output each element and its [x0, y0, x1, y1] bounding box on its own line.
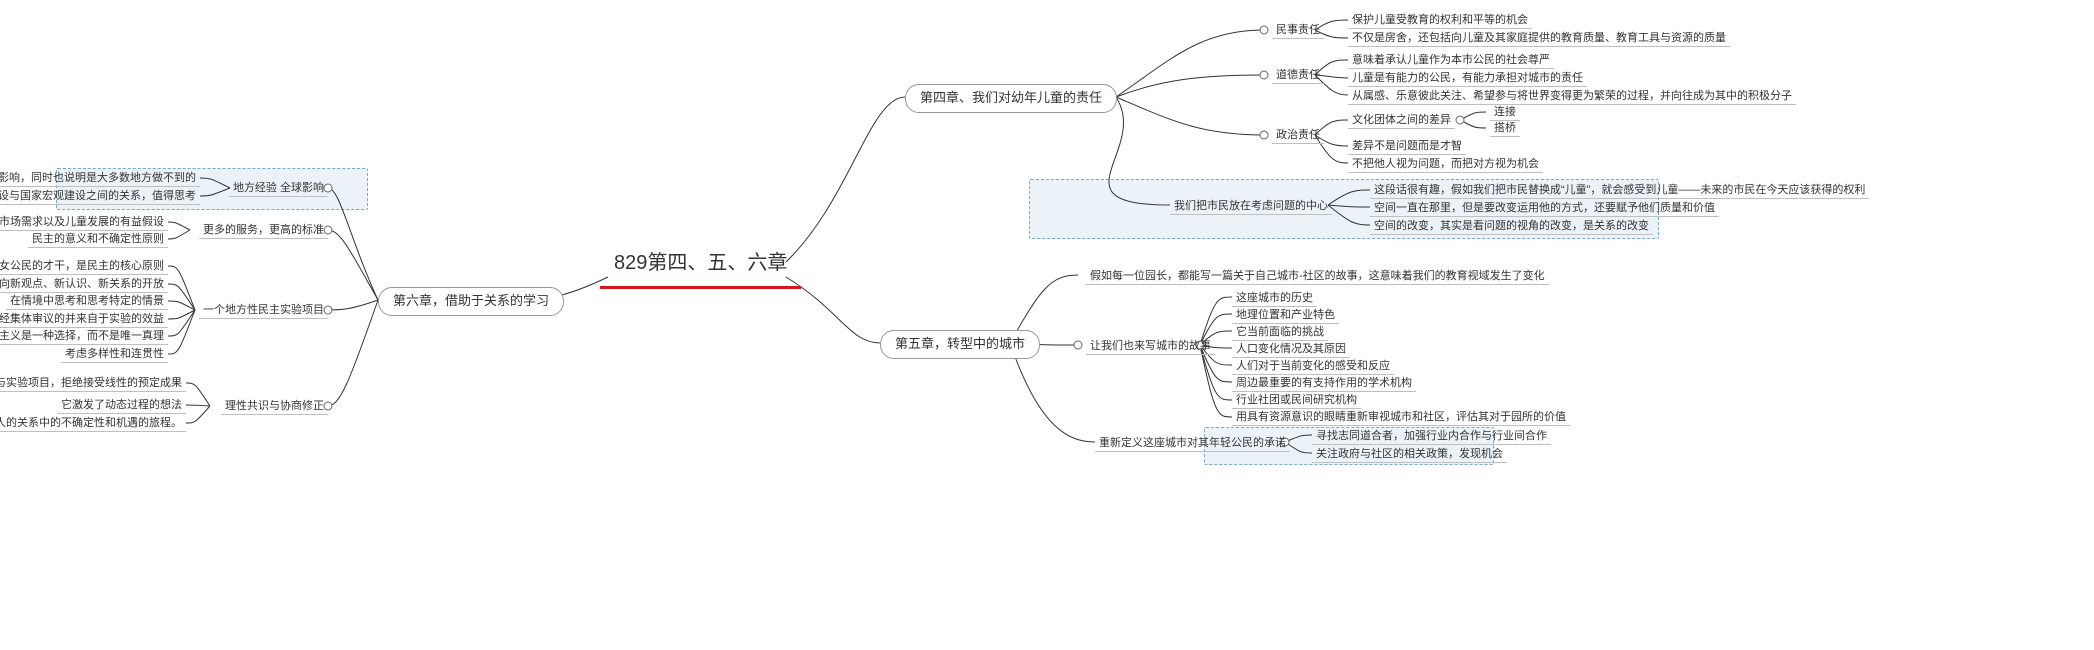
ch6-exp-d: 民主经验主义是非常特殊的实验形式，经集体审议的并来自于实验的效益 — [0, 311, 168, 328]
ch4-political[interactable]: 政治责任 — [1272, 127, 1324, 144]
ch4-civil[interactable]: 民事责任 — [1272, 22, 1324, 39]
ch6-rat-b: 它激发了动态过程的想法 — [57, 397, 186, 414]
ch6-std-b: 民主的意义和不确定性原则 — [28, 231, 168, 248]
ch5-story[interactable]: 让我们也来写城市的故事 — [1086, 338, 1215, 355]
chapter-5[interactable]: 第五章，转型中的城市 — [880, 330, 1040, 359]
ch6-lg-b: 地方政府微观建设与国家宏观建设之间的关系，值得思考 — [0, 188, 200, 205]
ch6-rational[interactable]: 理性共识与协商修正 — [221, 398, 328, 415]
ch4-political-diff-b: 搭桥 — [1490, 120, 1520, 137]
ch5-story-7: 用具有资源意识的眼睛重新审视城市和社区，评估其对于园所的价值 — [1232, 409, 1570, 426]
ch4-center[interactable]: 我们把市民放在考虑问题的中心 — [1170, 198, 1332, 215]
ch5-story-5: 周边最重要的有支持作用的学术机构 — [1232, 375, 1416, 392]
ch4-center-c: 空间的改变，其实是看问题的视角的改变，是关系的改变 — [1370, 218, 1653, 235]
ch5-story-4: 人们对于当前变化的感受和反应 — [1232, 358, 1394, 375]
ch4-moral-c: 从属感、乐意彼此关注、希望参与将世界变得更为繁荣的过程，并向往成为其中的积极分子 — [1348, 88, 1796, 105]
ch6-lg-a: 造成广泛影响，同时也说明是大多数地方做不到的 — [0, 170, 200, 187]
ch6-exp-b: 无论手段还是结构，都不是固定不变的，而是向新观点、新认识、新关系的开放 — [0, 276, 168, 293]
ch4-civil-a: 保护儿童受教育的权利和平等的机会 — [1348, 12, 1532, 29]
ch6-std-a: 劳动力市场需求以及儿童发展的有益假设 — [0, 214, 168, 231]
ch4-center-a: 这段话很有趣，假如我们把市民替换成“儿童”，就会感受到儿童——未来的市民在今天应… — [1370, 182, 1869, 199]
ch5-story-0: 这座城市的历史 — [1232, 290, 1317, 307]
ch4-moral-a: 意味着承认儿童作为本市公民的社会尊严 — [1348, 52, 1554, 69]
chapter-4[interactable]: 第四章、我们对幼年儿童的责任 — [905, 84, 1117, 113]
ch6-rat-c: 一个涉及总是出现在与他人的关系中的不确定性和机遇的旅程。 — [0, 415, 186, 432]
ch4-political-c: 不把他人视为问题，而把对方视为机会 — [1348, 156, 1543, 173]
ch6-rat-a: 瑞吉欧从自己的价值观、形象和目标出发，参与实验项目，拒绝接受线性的预定成果 — [0, 375, 186, 392]
ch6-experiment[interactable]: 一个地方性民主实验项目 — [199, 302, 328, 319]
chapter-6[interactable]: 第六章，借助于关系的学习 — [378, 287, 564, 316]
ch4-center-b: 空间一直在那里，但是要改变运用他的方式，还要赋予他们质量和价值 — [1370, 200, 1719, 217]
ch4-moral-b: 儿童是有能力的公民，有能力承担对城市的责任 — [1348, 70, 1587, 87]
ch5-promise-b: 关注政府与社区的相关政策，发现机会 — [1312, 446, 1507, 463]
ch6-exp-c: 在情境中思考和思考特定的情景 — [6, 293, 168, 310]
ch4-civil-b: 不仅是房舍，还包括向儿童及其家庭提供的教育质量、教育工具与资源的质量 — [1348, 30, 1730, 47]
root-node[interactable]: 829第四、五、六章 — [600, 244, 801, 289]
ch4-political-diff-a: 连接 — [1490, 104, 1520, 121]
ch5-intro: 假如每一位园长，都能写一篇关于自己城市-社区的故事，这意味着我们的教育视域发生了… — [1086, 268, 1549, 285]
ch5-story-2: 它当前面临的挑战 — [1232, 324, 1328, 341]
ch6-exp-a: 承认普通男女公民的才干，是民主的核心原则 — [0, 258, 168, 275]
ch5-promise-a: 寻找志同道合者，加强行业内合作与行业间合作 — [1312, 428, 1551, 445]
ch4-political-diff[interactable]: 文化团体之间的差异 — [1348, 112, 1455, 129]
ch4-political-b: 差异不是问题而是才智 — [1348, 138, 1466, 155]
ch5-promise[interactable]: 重新定义这座城市对其年轻公民的承诺 — [1095, 435, 1290, 452]
ch5-story-6: 行业社团或民间研究机构 — [1232, 392, 1361, 409]
ch6-standards[interactable]: 更多的服务，更高的标准 — [199, 222, 328, 239]
ch4-moral[interactable]: 道德责任 — [1272, 67, 1324, 84]
ch6-exp-f: 考虑多样性和连贯性 — [61, 346, 168, 363]
ch5-story-3: 人口变化情况及其原因 — [1232, 341, 1350, 358]
ch6-exp-e: 民主主义是一种选择，而不是唯一真理 — [0, 328, 168, 345]
ch6-localglobal[interactable]: 地方经验 全球影响 — [229, 180, 328, 197]
ch5-story-1: 地理位置和产业特色 — [1232, 307, 1339, 324]
